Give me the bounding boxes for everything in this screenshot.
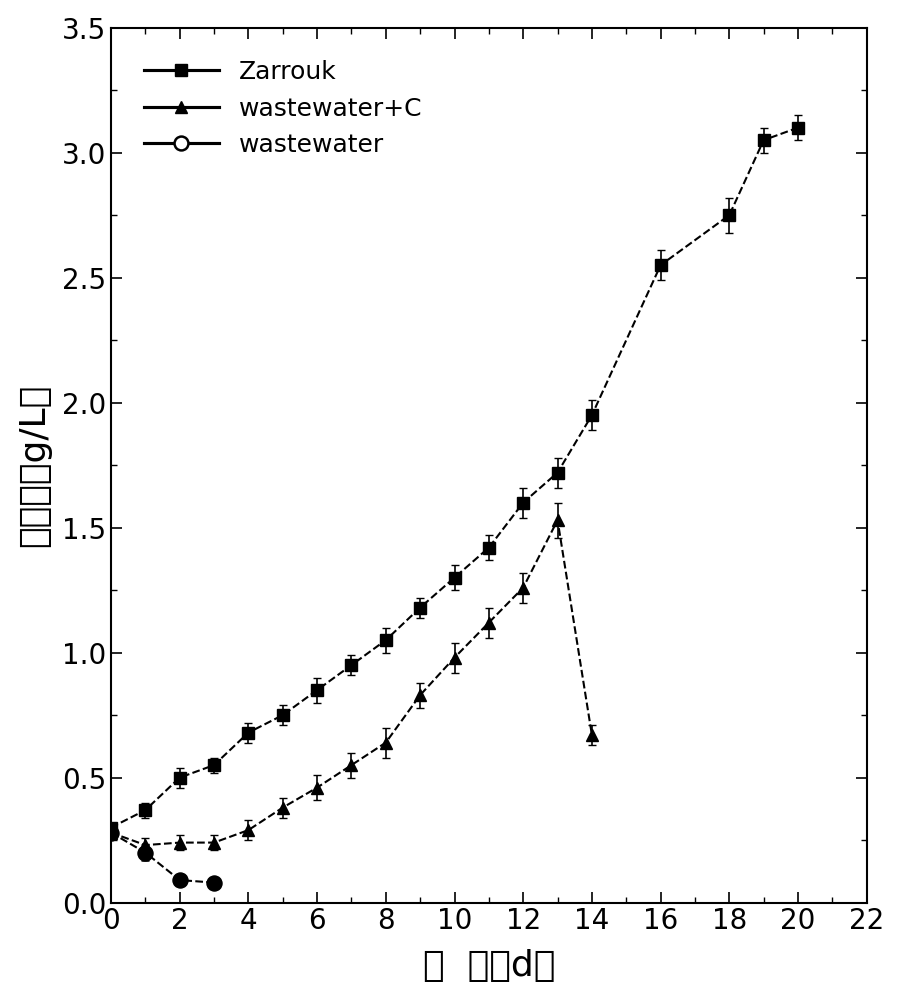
X-axis label: 时  间（d）: 时 间（d） [423, 949, 555, 983]
Y-axis label: 生物量（g/L）: 生物量（g/L） [16, 383, 50, 547]
Legend: Zarrouk, wastewater+C, wastewater: Zarrouk, wastewater+C, wastewater [123, 40, 442, 177]
